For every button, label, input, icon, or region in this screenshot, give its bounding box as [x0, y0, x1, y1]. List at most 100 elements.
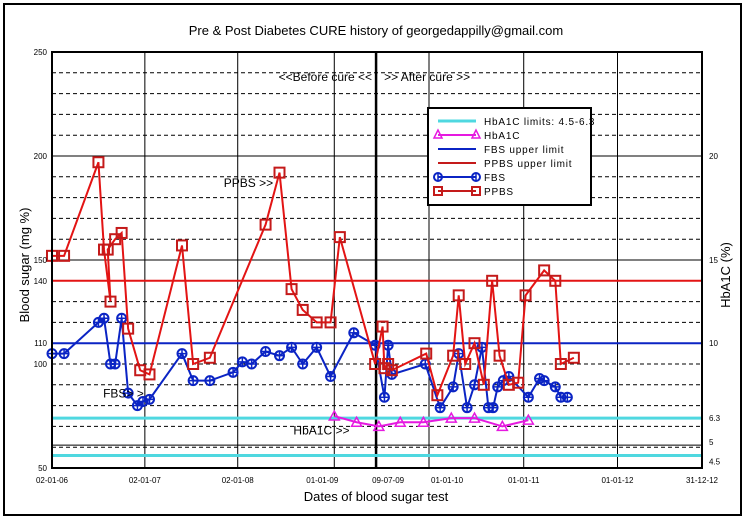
y-tick-label: 50 — [38, 464, 47, 473]
ppbs-point — [385, 364, 398, 377]
legend-item: HbA1C limits: 4.5-6.3 — [438, 117, 594, 128]
annotation-text: HbA1C >> — [293, 424, 349, 438]
ppbs-point — [459, 358, 472, 370]
hba1c-point — [522, 413, 535, 425]
reference-lines — [52, 279, 702, 458]
fbs-point — [116, 312, 128, 324]
legend-item: FBS — [433, 172, 506, 184]
hba1c-point — [328, 409, 341, 421]
hba1c-point — [350, 415, 363, 427]
fbs-point — [98, 312, 110, 324]
y-tick-label: 140 — [34, 277, 48, 286]
fbs-point — [144, 393, 155, 405]
y2-tick-label: 5 — [709, 438, 714, 447]
fbs-point — [461, 402, 473, 414]
legend-label: FBS — [484, 173, 506, 184]
legend-marker — [433, 186, 443, 196]
ppbs-point — [176, 239, 188, 252]
legend-box — [427, 107, 592, 206]
chart-svg: Pre & Post Diabetes CURE history of geor… — [17, 23, 733, 504]
y2-tick-label: 20 — [709, 152, 718, 161]
ppbs-point — [519, 289, 532, 302]
y-tick-label: 100 — [34, 360, 48, 369]
x-tick-label: 01-01-10 — [431, 476, 464, 485]
ppbs-point — [420, 347, 433, 360]
hba1c-point — [393, 415, 407, 427]
fbs-point — [227, 366, 239, 378]
y-tick-label: 110 — [34, 339, 47, 348]
legend-label: PPBS upper limit — [484, 159, 572, 170]
legend-item: FBS upper limit — [438, 145, 564, 156]
ppbs-point — [101, 243, 114, 256]
fbs-point — [549, 381, 561, 393]
hba1c-point — [468, 411, 481, 423]
legend-marker — [432, 128, 444, 139]
x-tick-label: 01-01-12 — [601, 476, 634, 485]
fbs-point — [187, 375, 199, 387]
legend-item: PPBS — [433, 186, 513, 198]
fbs-point — [58, 348, 70, 360]
hba1c-point — [445, 411, 458, 423]
ppbs-point — [115, 226, 128, 239]
ppbs-point — [203, 351, 216, 364]
fbs-point — [274, 350, 285, 362]
series-line-hba1c — [334, 415, 529, 428]
fbs-point — [348, 327, 360, 339]
annotations: <<Before cure << >> After cure >> PPBS >> F… — [103, 70, 470, 438]
grid — [52, 52, 702, 468]
ppbs-point — [447, 349, 460, 362]
ppbs-point — [122, 322, 135, 335]
x-tick-label: 01-01-09 — [306, 476, 339, 485]
fbs-point — [109, 358, 121, 370]
fbs-point — [561, 391, 573, 403]
fbs-point — [137, 395, 149, 407]
fbs-point — [325, 370, 337, 382]
x-tick-label: 02-01-06 — [36, 476, 69, 485]
y2-tick-label: 4.5 — [709, 458, 721, 467]
ppbs-point — [567, 351, 580, 364]
ppbs-point — [493, 349, 506, 362]
fbs-point — [487, 402, 499, 414]
annotation-text: <<Before cure << — [279, 70, 372, 84]
ppbs-point — [554, 358, 567, 370]
x-tick-label: 31-12-12 — [686, 476, 719, 485]
ppbs-point — [452, 289, 465, 302]
annotation-text: PPBS >> — [224, 176, 273, 190]
annotation-text: >> After cure >> — [384, 70, 470, 84]
ppbs-point — [273, 166, 286, 179]
annotation-text: FBS> > — [103, 386, 144, 400]
fbs-point — [522, 391, 534, 403]
ppbs-point — [477, 378, 490, 391]
fbs-point — [204, 375, 216, 387]
fbs-point — [236, 356, 248, 368]
fbs-point — [469, 379, 480, 391]
ppbs-point — [109, 233, 122, 246]
fbs-point — [176, 348, 188, 360]
fbs-point — [260, 346, 272, 358]
y2-tick-label: 15 — [709, 256, 718, 265]
legend-marker — [471, 186, 481, 196]
axis-ticks: 250 200 150 140 110 100 50 20 15 10 6.3 5 4.5 02-01-0… — [34, 48, 721, 485]
ppbs-point — [549, 274, 562, 287]
chart-frame: Pre & Post Diabetes CURE history of geor… — [3, 3, 742, 516]
ppbs-point — [382, 358, 395, 370]
fbs-point — [447, 381, 459, 393]
legend-label: HbA1C — [484, 131, 520, 142]
ppbs-point — [104, 295, 117, 308]
y-axis-label: Blood sugar (mg %) — [17, 208, 32, 323]
y-tick-label: 200 — [34, 152, 48, 161]
ppbs-point — [333, 231, 346, 244]
hba1c-point — [372, 419, 386, 432]
fbs-point — [378, 391, 390, 403]
ppbs-point — [259, 218, 272, 231]
ppbs-point — [143, 368, 156, 381]
ppbs-point — [324, 316, 337, 329]
ppbs-point — [431, 389, 444, 402]
legend-item: HbA1C — [432, 128, 520, 142]
x-tick-label: 01-01-11 — [508, 476, 540, 485]
ppbs-point — [512, 376, 525, 389]
ppbs-point — [486, 274, 499, 287]
plot-border — [51, 51, 703, 469]
legend-item: PPBS upper limit — [438, 159, 572, 170]
fbs-point — [382, 339, 394, 351]
